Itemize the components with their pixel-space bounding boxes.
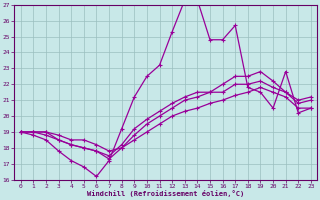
- X-axis label: Windchill (Refroidissement éolien,°C): Windchill (Refroidissement éolien,°C): [87, 190, 244, 197]
